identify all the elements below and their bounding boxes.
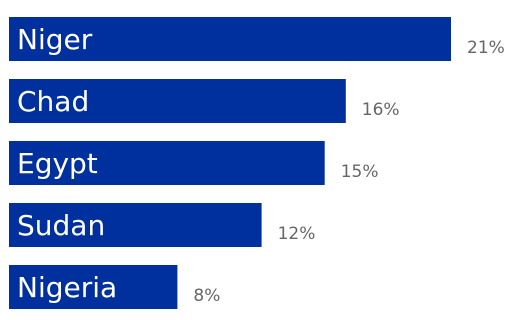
category-label: Chad xyxy=(17,85,89,118)
bar-nigeria xyxy=(9,265,178,309)
bar-chad xyxy=(9,79,346,123)
bar-egypt xyxy=(9,141,325,185)
bar-sudan xyxy=(9,203,262,247)
category-label: Nigeria xyxy=(17,271,117,304)
value-label: 8% xyxy=(193,286,220,306)
value-label: 12% xyxy=(278,224,316,244)
category-label: Sudan xyxy=(17,209,105,242)
category-label: Niger xyxy=(17,23,93,56)
category-label: Egypt xyxy=(17,147,98,180)
value-label: 15% xyxy=(341,162,379,182)
bar-niger xyxy=(9,17,451,61)
bars-group: Niger 21% Chad 16% Egypt 15% Sudan 12% Nigeria 8% xyxy=(9,17,505,309)
value-label: 21% xyxy=(467,38,505,58)
value-label: 16% xyxy=(362,100,400,120)
